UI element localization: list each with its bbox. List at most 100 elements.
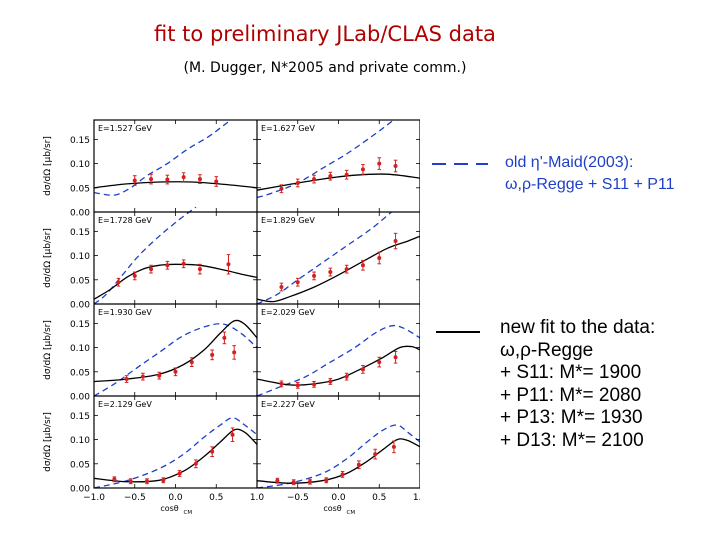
x-tick-label: −0.5 [124,493,146,503]
y-tick-label: 0.00 [70,209,90,219]
data-point [226,262,231,267]
page-subtitle: (M. Dugger, N*2005 and private comm.) [183,60,467,76]
data-point [161,478,166,483]
data-point [291,480,296,485]
y-tick-label: 0.10 [70,344,90,354]
x-axis-label-subscript: CM [184,510,193,516]
old-model-curve [256,424,420,488]
y-tick-label: 0.00 [70,393,90,403]
legend-new-line: + P13: M*= 1930 [500,407,643,428]
panel-energy-label: E=2.029 GeV [261,308,315,317]
y-tick-label: 0.10 [70,252,90,262]
data-point [157,373,162,378]
new-fit-curve [94,181,258,189]
panel-energy-label: E=1.930 GeV [98,308,152,317]
data-point [344,374,349,379]
x-tick-label: −0.5 [287,493,309,503]
legend-new-line: + P11: M*= 2080 [500,384,642,406]
data-point [356,462,361,467]
data-point [328,379,333,384]
x-tick-label: 1.0 [413,493,420,503]
y-tick-label: 0.00 [70,301,90,311]
data-point [328,174,333,179]
y-axis-label: dσ/dΩ [μb/sr] [43,136,53,196]
old-model-curve [256,120,395,199]
data-point [128,479,133,484]
x-tick-label: 0.5 [209,493,223,503]
legend-new-line: new fit to the data: [500,317,656,338]
data-point [132,273,137,278]
y-tick-label: 0.05 [70,460,90,470]
data-point [214,179,219,184]
legend-old-line1: old η'-Maid(2003): [505,154,634,171]
data-point [377,256,382,260]
data-point [279,285,284,290]
y-tick-label: 0.05 [70,368,90,378]
data-point [295,383,300,388]
legend-new-line: + S11: M*= 1900 [500,362,642,383]
data-point [312,273,317,278]
new-fit-curve [94,428,258,483]
data-point [189,360,194,365]
data-point [328,270,333,275]
data-point [193,461,198,466]
y-tick-label: 0.15 [70,412,90,422]
x-tick-label: −1.0 [83,493,105,503]
data-point [344,267,349,272]
data-point [210,449,215,454]
data-point [307,479,312,484]
data-point [116,280,121,285]
data-point [124,377,129,382]
panel-energy-label: E=1.829 GeV [261,216,315,225]
data-point [112,477,117,482]
data-point [275,478,280,483]
y-tick-label: 0.10 [70,436,90,446]
data-point [360,263,365,268]
data-point [360,167,365,172]
new-fit-curve [256,173,420,191]
old-model-curve [94,206,197,305]
data-point [312,382,317,387]
panel-energy-label: E=1.728 GeV [98,216,152,225]
y-tick-label: 0.00 [70,485,90,495]
cross-section-chart: E=1.527 GeV E=1.627 GeV E=1.728 GeV E=1.829… [43,119,420,516]
y-tick-label: 0.15 [70,228,90,238]
data-point [373,452,378,457]
data-point [149,177,154,182]
data-point [144,479,149,484]
data-point [377,161,382,166]
data-point [165,177,170,182]
data-point [222,335,227,340]
new-fit-curve [94,319,258,383]
y-tick-label: 0.05 [70,184,90,194]
x-tick-label: 1.0 [250,493,265,503]
data-point [140,374,145,379]
x-axis-label: cosθ [160,504,178,513]
legend-new-fit-line [436,331,480,333]
data-point [312,177,317,182]
data-point [173,369,178,374]
data-point [181,175,186,180]
legend-old-line2: ω,ρ-Regge + S11 + P11 [505,176,675,193]
data-point [344,172,349,177]
legend-old-model-line [432,163,488,165]
y-tick-label: 0.05 [70,276,90,286]
data-point [149,267,154,272]
y-tick-label: 0.15 [70,320,90,330]
data-point [279,186,284,191]
new-fit-curve [256,235,420,303]
y-axis-label: dσ/dΩ [μb/sr] [43,412,53,472]
data-point [197,177,202,182]
old-model-curve [256,324,420,397]
data-point [181,261,186,266]
panel-energy-label: E=2.129 GeV [98,400,152,409]
panel-energy-label: E=1.527 GeV [98,124,152,133]
data-point [393,355,398,360]
x-tick-label: 0.0 [331,493,346,503]
data-point [230,432,235,437]
data-point [377,360,382,365]
legend-new-line: ω,ρ-Regge [500,339,594,361]
y-tick-label: 0.15 [70,136,90,146]
data-point [324,478,329,483]
x-tick-label: 0.0 [168,493,183,503]
